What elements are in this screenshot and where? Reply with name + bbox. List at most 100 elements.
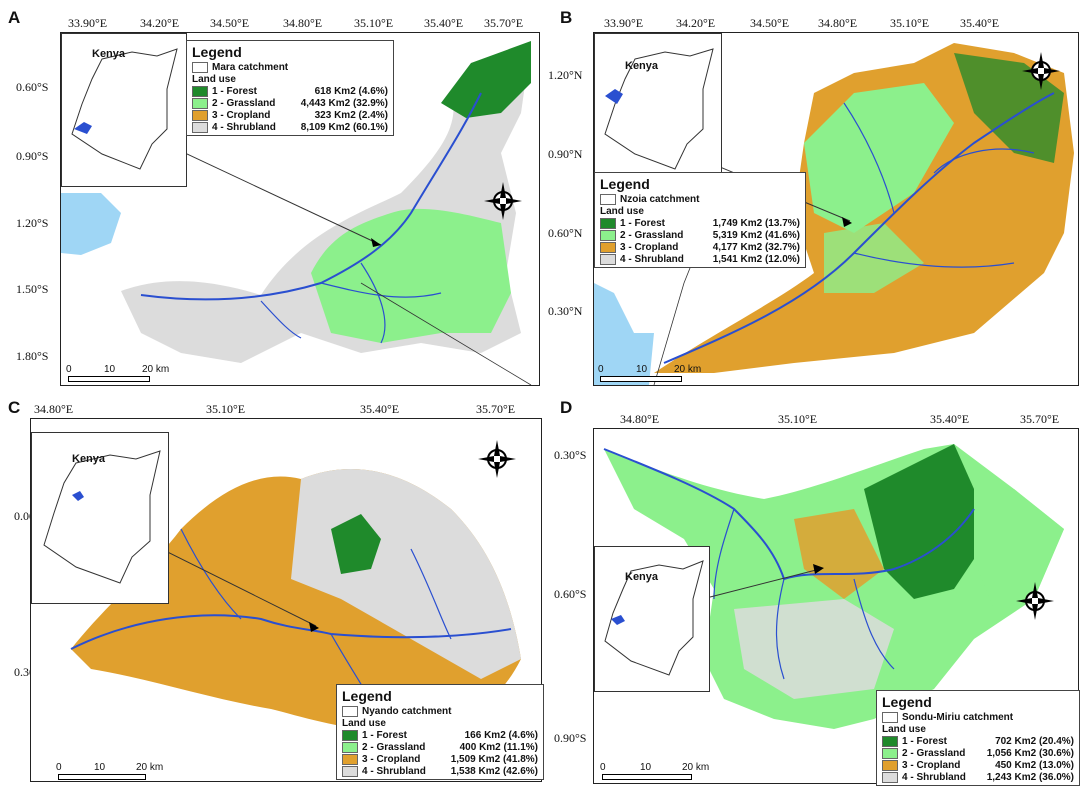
legend-item-value: 1,056 Km2 (30.6%) [986, 747, 1074, 759]
scale-label: 10 [640, 762, 652, 773]
scale-bar [602, 774, 692, 780]
catchment-swatch [342, 705, 358, 717]
legend-item-cropland: 3 - Cropland 1,509 Km2 (41.8%) [342, 753, 538, 765]
legend-item-name: 2 - Grassland [902, 747, 966, 759]
scale-bar-c: 0 10 20 km [56, 762, 186, 782]
forest-swatch [882, 735, 898, 747]
legend-item-name: 2 - Grassland [212, 97, 276, 109]
catchment-swatch [882, 711, 898, 723]
x-tick: 35.10°E [206, 402, 246, 416]
x-tick: 35.70°E [484, 16, 524, 30]
forest-swatch [600, 217, 616, 229]
legend-item-shrubland: 4 - Shrubland 1,541 Km2 (12.0%) [600, 253, 800, 265]
legend-item-name: 4 - Shrubland [620, 253, 684, 265]
legend-title: Legend [600, 176, 650, 192]
scale-label: 20 km [674, 364, 702, 375]
legend-item-value: 1,538 Km2 (42.6%) [450, 765, 538, 777]
legend-landuse-label: Land use [192, 73, 388, 85]
legend-item-name: 1 - Forest [902, 735, 948, 747]
scale-bar-b: 0 10 20 km [598, 364, 718, 384]
land-use-label: Land use [192, 73, 236, 85]
legend-landuse-label: Land use [342, 717, 538, 729]
y-tick: 0.90°S [554, 731, 587, 745]
kenya-inset-b: Kenya [594, 33, 722, 187]
kenya-label: Kenya [625, 571, 659, 583]
legend-item-shrubland: 4 - Shrubland 1,538 Km2 (42.6%) [342, 765, 538, 777]
scale-bar [68, 376, 150, 382]
scale-label: 0 [598, 364, 604, 375]
x-tick: 35.10°E [354, 16, 394, 30]
legend-item-value: 166 Km2 (4.6%) [464, 729, 538, 741]
legend-title: Legend [882, 694, 932, 710]
legend-item-name: 3 - Cropland [212, 109, 271, 121]
legend-item-value: 1,509 Km2 (41.8%) [450, 753, 538, 765]
x-tick: 34.20°E [140, 16, 180, 30]
kenya-label: Kenya [72, 453, 106, 465]
shrubland-swatch [600, 253, 616, 265]
legend-item-value: 450 Km2 (13.0%) [995, 759, 1074, 771]
legend-b: Legend Nzoia catchment Land use 1 - Fore… [594, 172, 806, 268]
legend-item-value: 4,443 Km2 (32.9%) [300, 97, 388, 109]
legend-item-value: 5,319 Km2 (41.6%) [712, 229, 800, 241]
legend-item-grassland: 2 - Grassland 5,319 Km2 (41.6%) [600, 229, 800, 241]
legend-item-cropland: 3 - Cropland 4,177 Km2 (32.7%) [600, 241, 800, 253]
forest-swatch [342, 729, 358, 741]
scale-label: 10 [104, 364, 116, 375]
catchment-name: Nzoia catchment [620, 193, 700, 205]
legend-a: Legend Mara catchment Land use 1 - Fores… [186, 40, 394, 136]
legend-item-name: 1 - Forest [362, 729, 408, 741]
legend-item-value: 400 Km2 (11.1%) [459, 741, 538, 753]
legend-d: Legend Sondu-Miriu catchment Land use 1 … [876, 690, 1080, 786]
catchment-map-c [60, 469, 521, 732]
grassland-swatch [192, 97, 208, 109]
y-tick: 0.30°N [548, 304, 583, 318]
north-arrow-icon-d [1012, 578, 1058, 624]
legend-item-forest: 1 - Forest 1,749 Km2 (13.7%) [600, 217, 800, 229]
shrubland-swatch [882, 771, 898, 783]
x-tick: 35.10°E [778, 412, 818, 426]
x-tick: 34.80°E [818, 16, 858, 30]
y-tick: 1.20°S [16, 216, 49, 230]
land-use-label: Land use [342, 717, 386, 729]
shrubland-swatch [342, 765, 358, 777]
legend-item-grassland: 2 - Grassland 1,056 Km2 (30.6%) [882, 747, 1074, 759]
legend-item-name: 3 - Cropland [620, 241, 679, 253]
legend-title: Legend [342, 688, 392, 704]
catchment-name: Nyando catchment [362, 705, 452, 717]
x-tick: 34.20°E [676, 16, 716, 30]
grassland-swatch [600, 229, 616, 241]
legend-item-cropland: 3 - Cropland 450 Km2 (13.0%) [882, 759, 1074, 771]
scale-label: 10 [636, 364, 648, 375]
legend-item-name: 2 - Grassland [620, 229, 684, 241]
y-tick: 0.60°S [554, 587, 587, 601]
legend-item-name: 4 - Shrubland [362, 765, 426, 777]
x-tick: 35.70°E [476, 402, 516, 416]
catchment-map-a [61, 41, 532, 385]
legend-item-name: 4 - Shrubland [212, 121, 276, 133]
catchment-swatch [192, 61, 208, 73]
north-arrow-icon-a [480, 178, 526, 224]
catchment-name: Mara catchment [212, 61, 289, 73]
scale-label: 0 [600, 762, 606, 773]
legend-item-value: 1,749 Km2 (13.7%) [712, 217, 800, 229]
catchment-swatch [600, 193, 616, 205]
kenya-inset-a: Kenya [61, 33, 187, 187]
scale-label: 0 [56, 762, 62, 773]
legend-item-value: 323 Km2 (2.4%) [314, 109, 388, 121]
legend-landuse-label: Land use [600, 205, 800, 217]
grassland-swatch [882, 747, 898, 759]
cropland-swatch [342, 753, 358, 765]
legend-item-name: 1 - Forest [212, 85, 258, 97]
x-tick: 35.40°E [424, 16, 464, 30]
x-tick: 34.80°E [283, 16, 323, 30]
kenya-label: Kenya [92, 48, 126, 60]
scale-bar [58, 774, 146, 780]
legend-item-name: 3 - Cropland [902, 759, 961, 771]
legend-title: Legend [192, 44, 242, 60]
y-tick: 1.80°S [16, 349, 49, 363]
y-tick: 0.60°N [548, 226, 583, 240]
legend-item-grassland: 2 - Grassland 400 Km2 (11.1%) [342, 741, 538, 753]
legend-landuse-label: Land use [882, 723, 1074, 735]
kenya-outline [604, 48, 714, 170]
x-tick: 34.80°E [34, 402, 74, 416]
